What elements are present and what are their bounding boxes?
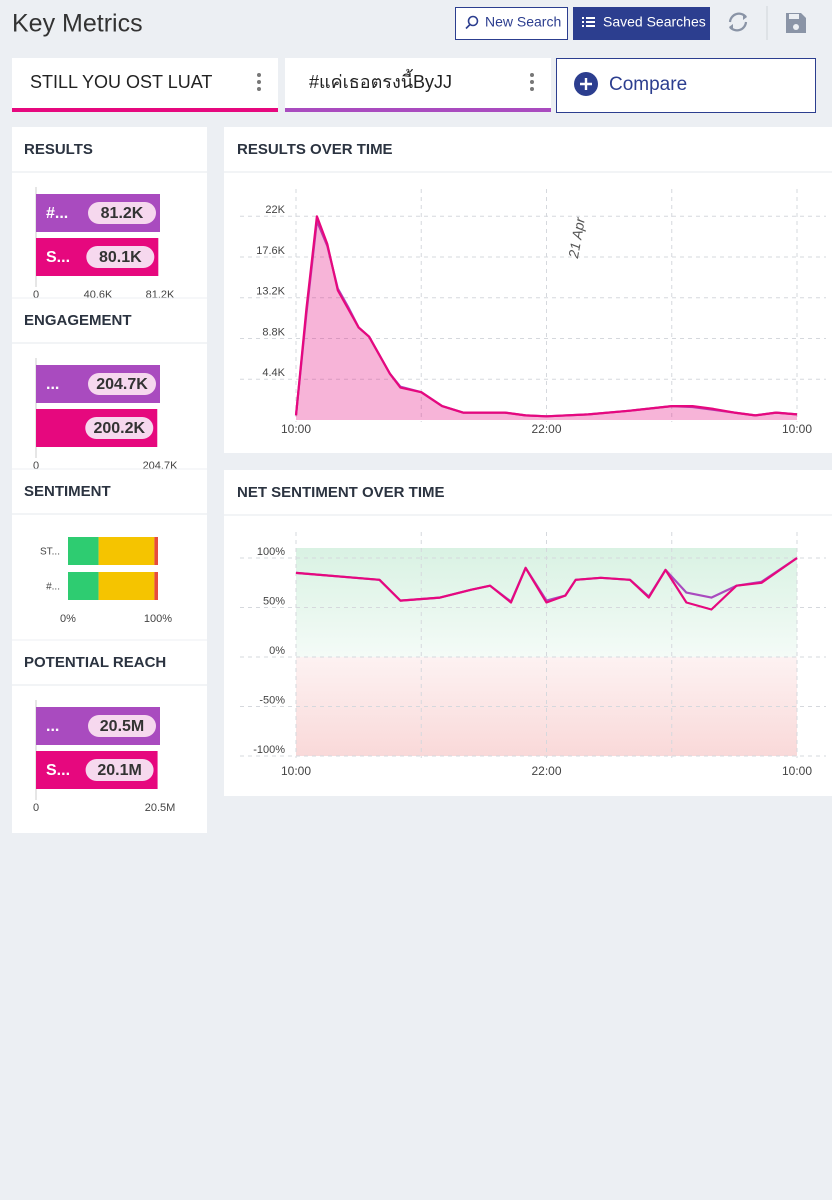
y-tick-label: 0% — [269, 645, 285, 657]
tab-frame — [285, 58, 551, 112]
list-icon — [582, 17, 595, 27]
x-tick-label: 0% — [60, 613, 76, 625]
y-tick-label: 100% — [257, 546, 285, 558]
chart-card — [224, 127, 832, 453]
x-tick-label: 10:00 — [782, 422, 812, 436]
bar-label: ... — [46, 376, 59, 393]
tab-label: STILL YOU OST LUAT — [30, 72, 212, 92]
value-label: 200.2K — [93, 420, 145, 437]
series-line — [294, 215, 798, 418]
menu-dots — [530, 87, 534, 91]
x-tick-label: 0 — [33, 802, 39, 814]
tab-underline — [12, 108, 278, 112]
value-label: 81.2K — [101, 205, 144, 222]
tab-label: #แค่เธอตรงนี้ByJJ — [309, 69, 452, 92]
section-title: SENTIMENT — [24, 483, 111, 500]
x-tick-label: 0 — [33, 460, 39, 472]
stack-segment — [154, 537, 158, 565]
menu-dots — [257, 80, 261, 84]
series-area — [296, 216, 797, 420]
x-tick-label: 0 — [33, 289, 39, 301]
refresh-button[interactable] — [728, 12, 748, 32]
y-tick-label: -50% — [259, 694, 285, 706]
y-tick-label: -100% — [253, 744, 285, 756]
value-label: 80.1K — [99, 249, 142, 266]
series-line — [295, 557, 798, 611]
value-pill — [86, 246, 155, 268]
plus-icon — [580, 78, 592, 90]
value-label: 20.1M — [97, 762, 141, 779]
x-tick-label: 81.2K — [146, 289, 175, 301]
y-tick-label: 13.2K — [256, 286, 285, 298]
value-pill — [88, 715, 156, 737]
section-title: ENGAGEMENT — [24, 312, 132, 329]
date-annotation: 21 Apr — [565, 215, 588, 260]
value-pill — [88, 202, 156, 224]
menu-dots — [530, 73, 534, 77]
tab-frame — [12, 58, 278, 112]
y-tick-label: 50% — [263, 595, 285, 607]
stack-segment — [154, 572, 158, 600]
stack-segment — [98, 572, 155, 600]
save-button[interactable] — [786, 13, 806, 33]
search-icon — [467, 15, 479, 27]
bar-label: #... — [46, 205, 68, 222]
x-tick-label: 10:00 — [281, 422, 311, 436]
button-label: Compare — [609, 74, 687, 95]
x-tick-label: 22:00 — [531, 422, 561, 436]
bar-label: ... — [46, 718, 59, 735]
x-tick-label: 40.6K — [84, 289, 113, 301]
x-tick-label: 204.7K — [143, 460, 179, 472]
saved-searches-button[interactable]: Saved Searches — [573, 7, 710, 40]
y-tick-label: 8.8K — [262, 326, 285, 338]
button-label: New Search — [485, 14, 561, 30]
row-label: ST... — [40, 547, 60, 558]
stack-segment — [68, 537, 99, 565]
bar-label: S... — [46, 762, 70, 779]
value-pill — [85, 417, 154, 439]
value-label: 204.7K — [96, 376, 148, 393]
button-frame — [556, 58, 816, 113]
button-frame — [573, 7, 710, 40]
menu-dots — [257, 87, 261, 91]
button-frame — [455, 7, 568, 40]
chart-title: NET SENTIMENT OVER TIME — [237, 484, 445, 501]
stack-segment — [98, 537, 155, 565]
value-pill — [88, 373, 156, 395]
menu-dots — [530, 80, 534, 84]
menu-dots — [257, 73, 261, 77]
y-tick-label: 17.6K — [256, 245, 285, 257]
save-icon — [793, 24, 799, 30]
y-tick-label: 22K — [265, 204, 285, 216]
y-tick-label: 4.4K — [262, 367, 285, 379]
tab-underline — [285, 108, 551, 112]
search-tab[interactable]: #แค่เธอตรงนี้ByJJ — [285, 58, 551, 112]
new-search-button[interactable]: New Search — [455, 7, 568, 40]
page-title: Key Metrics — [12, 10, 143, 38]
x-tick-label: 10:00 — [782, 764, 812, 778]
search-tab[interactable]: STILL YOU OST LUAT — [12, 58, 278, 112]
row-label: #... — [46, 582, 60, 593]
button-label: Saved Searches — [603, 14, 706, 30]
x-tick-label: 100% — [144, 613, 172, 625]
save-icon — [789, 14, 799, 19]
compare-button[interactable]: Compare — [556, 58, 816, 113]
value-label: 20.5M — [100, 718, 144, 735]
search-icon — [465, 23, 471, 30]
section-title: RESULTS — [24, 141, 93, 158]
bar-label: S... — [46, 249, 70, 266]
stack-segment — [68, 572, 99, 600]
value-pill — [85, 759, 154, 781]
section-title: POTENTIAL REACH — [24, 654, 166, 671]
x-tick-label: 22:00 — [531, 764, 561, 778]
x-tick-label: 10:00 — [281, 764, 311, 778]
x-tick-label: 20.5M — [145, 802, 176, 814]
chart-title: RESULTS OVER TIME — [237, 141, 393, 158]
